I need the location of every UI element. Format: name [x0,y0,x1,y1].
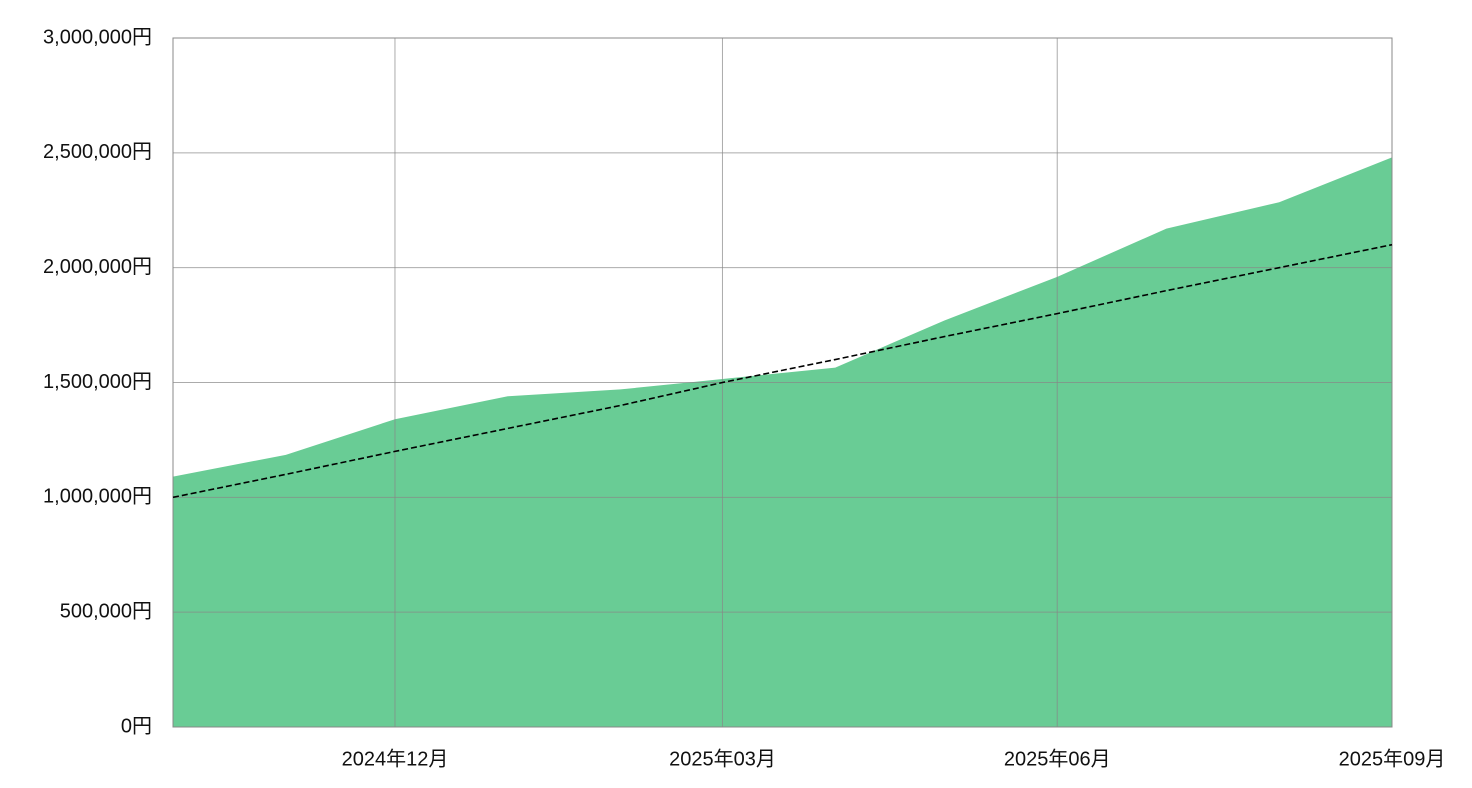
x-tick-label: 2025年06月 [1004,747,1111,770]
x-tick-label: 2025年09月 [1339,747,1446,770]
y-tick-label: 2,000,000円 [43,256,152,278]
area [173,157,1392,728]
trend-line [172,243,1393,499]
plot-border [172,37,1393,728]
x-tick-label: 2024年12月 [342,747,449,770]
y-tick-label: 500,000円 [60,600,152,622]
y-tick-label: 1,000,000円 [43,486,152,508]
x-tick-label: 2025年03月 [669,747,776,770]
y-tick-label: 3,000,000円 [43,26,152,48]
y-tick-label: 0円 [121,715,152,737]
y-tick-label: 1,500,000円 [43,371,152,393]
y-tick-label: 2,500,000円 [43,141,152,163]
